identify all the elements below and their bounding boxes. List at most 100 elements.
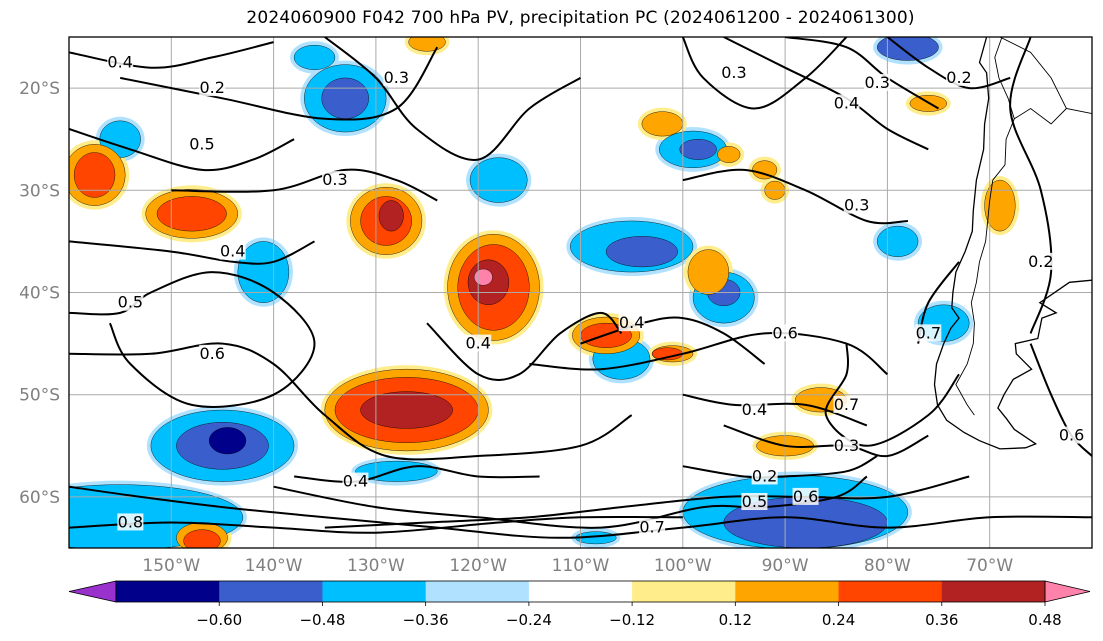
contour-label: 0.7: [834, 395, 859, 414]
contour-label-bg: [946, 68, 973, 86]
contour-label-bg: [833, 395, 860, 413]
precip-blob: [469, 157, 528, 203]
contour-label-bg: [741, 401, 768, 419]
lon-tick-label: 120°W: [449, 556, 507, 576]
contour-label: 0.3: [834, 436, 859, 455]
contour-label-bg: [772, 324, 799, 342]
colorbar-segment: [322, 581, 427, 602]
contour-label-bg: [321, 171, 348, 189]
lat-tick-label: 30°S: [19, 181, 60, 201]
contour-label-bg: [219, 242, 246, 260]
precip-blob: [717, 146, 741, 163]
contour-label: 0.4: [220, 242, 245, 261]
chile-argentina-border: [955, 37, 1015, 416]
precip-blob: [237, 241, 290, 303]
precip-blob: [641, 111, 684, 137]
lon-tick-label: 150°W: [142, 556, 200, 576]
colorbar: −0.60 −0.48 −0.36 −0.24 −0.12 0.12 0.24 0.36 0.4…: [68, 580, 1091, 629]
contour-label: 0.3: [322, 170, 347, 189]
colorbar-segment: [735, 581, 840, 602]
contour-label-bg: [465, 334, 492, 352]
lon-tick-label: 130°W: [347, 556, 405, 576]
precip-blob: [378, 200, 404, 232]
lon-tick-label: 100°W: [654, 556, 712, 576]
contour-label: 0.2: [946, 68, 971, 87]
precip-blob: [876, 225, 919, 257]
contour-label-bg: [639, 518, 666, 536]
contour-label: 0.4: [107, 53, 132, 72]
contour-label: 0.6: [199, 344, 224, 363]
pv-contour-line: [69, 41, 274, 69]
contour-label: 0.5: [189, 134, 214, 153]
lon-tick-label: 110°W: [552, 556, 610, 576]
pv-contour-line: [294, 465, 540, 483]
bolivia-border: [999, 37, 1092, 115]
pv-contour-line: [784, 37, 940, 110]
lat-tick-label: 60°S: [19, 488, 60, 508]
pv-contour-line: [1009, 37, 1053, 334]
contour-label: 0.6: [772, 323, 797, 342]
colorbar-tick-label: 0.48: [1028, 611, 1061, 629]
contour-label: 0.2: [199, 78, 224, 97]
latitude-tick-labels: 20°S 30°S 40°S 50°S 60°S: [19, 79, 60, 508]
precip-blob: [183, 529, 221, 548]
colorbar-tick-label: 0.36: [925, 611, 958, 629]
pv-contour-line: [120, 46, 439, 121]
precip-blob: [679, 138, 717, 160]
contour-label-bg: [188, 135, 215, 153]
colorbar-tick-label: −0.48: [299, 611, 345, 629]
colorbar-segment: [116, 581, 220, 602]
colorbar-tick-label: −0.60: [196, 611, 242, 629]
pv-contour-line: [426, 311, 623, 382]
precip-blob: [360, 391, 453, 429]
contour-label-bg: [1027, 252, 1054, 270]
colorbar-outline: [115, 580, 1046, 603]
contour-label-bg: [833, 94, 860, 112]
colorbar-extend-high: [1044, 580, 1091, 603]
colorbar-segment: [838, 581, 943, 602]
colorbar-tick-label: 0.12: [719, 611, 752, 629]
colorbar-segment: [425, 581, 530, 602]
contour-label-bg: [383, 68, 410, 86]
pv-contour-line: [682, 455, 878, 479]
contour-label: 0.3: [864, 73, 889, 92]
pv-contour-line: [69, 515, 683, 534]
lat-tick-label: 50°S: [19, 386, 60, 406]
contour-label-bg: [342, 472, 369, 490]
precip-blob: [293, 44, 336, 70]
contour-label-bg: [741, 493, 768, 511]
precip-blob: [321, 77, 369, 119]
paraguay-border: [1014, 107, 1067, 125]
contour-label: 0.3: [721, 63, 746, 82]
colorbar-tick-label: 0.24: [822, 611, 855, 629]
contour-label: 0.4: [619, 313, 644, 332]
colorbar-extend-low: [68, 580, 117, 603]
contour-label: 0.4: [343, 472, 368, 491]
contour-label-bg: [107, 53, 134, 71]
contour-label-bg: [199, 344, 226, 362]
contour-label: 0.4: [834, 93, 859, 112]
contour-label: 0.4: [742, 400, 767, 419]
pv-contour-line: [69, 240, 315, 265]
pv-contour-line: [681, 37, 848, 110]
longitude-tick-labels: 150°W 140°W 130°W 120°W 110°W 100°W 90°W 80°W 70…: [142, 556, 1013, 576]
contour-label: 0.3: [384, 68, 409, 87]
map-frame: [68, 36, 1093, 549]
lat-lon-gridlines: [69, 37, 1092, 548]
pv-contours: 0.4 0.2 0.3 0.5 0.3 0.4 0.5 0.6 0.4 0.4 0.3 0.4 0.3 0…: [69, 37, 1092, 539]
pv-contour-line: [171, 168, 438, 202]
contour-label-bg: [751, 467, 778, 485]
contour-label-bg: [915, 324, 942, 342]
contour-label: 0.2: [752, 466, 777, 485]
precip-blob: [473, 268, 493, 286]
lon-tick-label: 90°W: [762, 556, 809, 576]
contour-label-bg: [1058, 426, 1085, 444]
contour-label-bg: [117, 293, 144, 311]
contour-label-bg: [720, 63, 747, 81]
contour-label-bg: [864, 73, 891, 91]
pv-contour-line: [682, 168, 908, 225]
pv-contour-line: [69, 342, 633, 461]
pv-contour-line: [324, 475, 970, 529]
contour-label: 0.5: [742, 492, 767, 511]
precip-blob: [984, 179, 1016, 232]
